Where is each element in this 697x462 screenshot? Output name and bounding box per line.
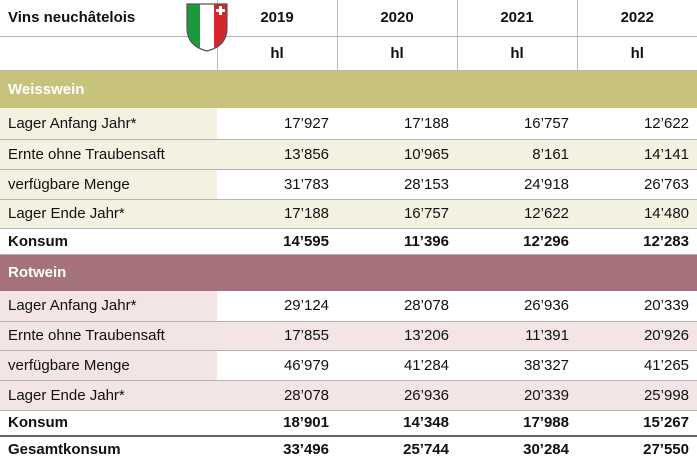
row-label: Ernte ohne Traubensaft: [0, 321, 217, 351]
flag: [186, 3, 228, 52]
value-cell: 27’550: [577, 435, 697, 462]
value-cell: 20’339: [457, 380, 577, 411]
value-cell: 17’927: [217, 108, 337, 140]
unit-header: hl: [216, 36, 337, 71]
table-row: Ernte ohne Traubensaft 17’855 13’206 11’391…: [0, 321, 697, 351]
value-cell: 17’988: [457, 410, 577, 437]
table-row: Lager Ende Jahr* 28’078 26’936 20’339 25’998: [0, 380, 697, 411]
value-cell: 12’283: [577, 228, 697, 255]
value-cell: 10’965: [337, 139, 457, 170]
value-cell: 46’979: [217, 350, 337, 381]
year-header: 2019: [216, 0, 337, 37]
row-label: verfügbare Menge: [0, 350, 217, 381]
value-cell: 26’936: [457, 291, 577, 322]
value-cell: 38’327: [457, 350, 577, 381]
row-label: Lager Ende Jahr*: [0, 380, 217, 411]
table-row: Konsum 18’901 14’348 17’988 15’267: [0, 410, 697, 437]
blank-cell: [0, 36, 217, 71]
table-row: Vins neuchâtelois 2019 2020 2021 2022: [0, 0, 697, 37]
table-row: Lager Anfang Jahr* 17’927 17’188 16’757 12’6…: [0, 108, 697, 140]
value-cell: 16’757: [337, 199, 457, 229]
row-label: Lager Anfang Jahr*: [0, 108, 217, 140]
table-row: Konsum 14’595 11’396 12’296 12’283: [0, 228, 697, 255]
row-label: Ernte ohne Traubensaft: [0, 139, 217, 170]
table-row: verfügbare Menge 46’979 41’284 38’327 41’265: [0, 350, 697, 381]
row-label: verfügbare Menge: [0, 169, 217, 200]
table-row: Lager Anfang Jahr* 29’124 28’078 26’936 20’3…: [0, 291, 697, 322]
table-row: verfügbare Menge 31’783 28’153 24’918 26’763: [0, 169, 697, 200]
row-label: Lager Ende Jahr*: [0, 199, 217, 229]
table-title: Vins neuchâtelois: [0, 0, 217, 37]
table-row: Weisswein: [0, 70, 697, 108]
value-cell: 17’855: [217, 321, 337, 351]
value-cell: 12’622: [457, 199, 577, 229]
value-cell: 24’918: [457, 169, 577, 200]
value-cell: 25’998: [577, 380, 697, 411]
value-cell: 12’296: [457, 228, 577, 255]
value-cell: 17’188: [217, 199, 337, 229]
table-row: Gesamtkonsum 33’496 25’744 30’284 27’550: [0, 435, 697, 462]
unit-header: hl: [456, 36, 577, 71]
table-row: Lager Ende Jahr* 17’188 16’757 12’622 14’480: [0, 199, 697, 229]
value-cell: 13’856: [217, 139, 337, 170]
value-cell: 28’153: [337, 169, 457, 200]
section-header: Weisswein: [8, 80, 85, 98]
value-cell: 14’595: [217, 228, 337, 255]
year-header: 2022: [576, 0, 697, 37]
value-cell: 8’161: [457, 139, 577, 170]
value-cell: 41’284: [337, 350, 457, 381]
year-header: 2021: [456, 0, 577, 37]
value-cell: 29’124: [217, 291, 337, 322]
value-cell: 33’496: [217, 435, 337, 462]
value-cell: 28’078: [337, 291, 457, 322]
unit-header: hl: [576, 36, 697, 71]
value-cell: 31’783: [217, 169, 337, 200]
value-cell: 14’480: [577, 199, 697, 229]
row-label: Konsum: [0, 228, 217, 255]
table-row: hl hl hl hl: [0, 36, 697, 71]
row-label: Konsum: [0, 410, 217, 437]
row-label: Lager Anfang Jahr*: [0, 291, 217, 322]
value-cell: 26’763: [577, 169, 697, 200]
value-cell: 20’339: [577, 291, 697, 322]
table-row: Rotwein: [0, 254, 697, 291]
value-cell: 13’206: [337, 321, 457, 351]
value-cell: 16’757: [457, 108, 577, 140]
value-cell: 20’926: [577, 321, 697, 351]
value-cell: 26’936: [337, 380, 457, 411]
value-cell: 25’744: [337, 435, 457, 462]
value-cell: 14’141: [577, 139, 697, 170]
section-header: Rotwein: [8, 264, 67, 282]
value-cell: 12’622: [577, 108, 697, 140]
value-cell: 11’396: [337, 228, 457, 255]
row-label: Gesamtkonsum: [0, 435, 217, 462]
value-cell: 11’391: [457, 321, 577, 351]
value-cell: 17’188: [337, 108, 457, 140]
value-cell: 41’265: [577, 350, 697, 381]
table-row: Ernte ohne Traubensaft 13’856 10’965 8’161 1…: [0, 139, 697, 170]
unit-header: hl: [336, 36, 457, 71]
value-cell: 30’284: [457, 435, 577, 462]
value-cell: 28’078: [217, 380, 337, 411]
value-cell: 15’267: [577, 410, 697, 437]
value-cell: 18’901: [217, 410, 337, 437]
value-cell: 14’348: [337, 410, 457, 437]
year-header: 2020: [336, 0, 457, 37]
